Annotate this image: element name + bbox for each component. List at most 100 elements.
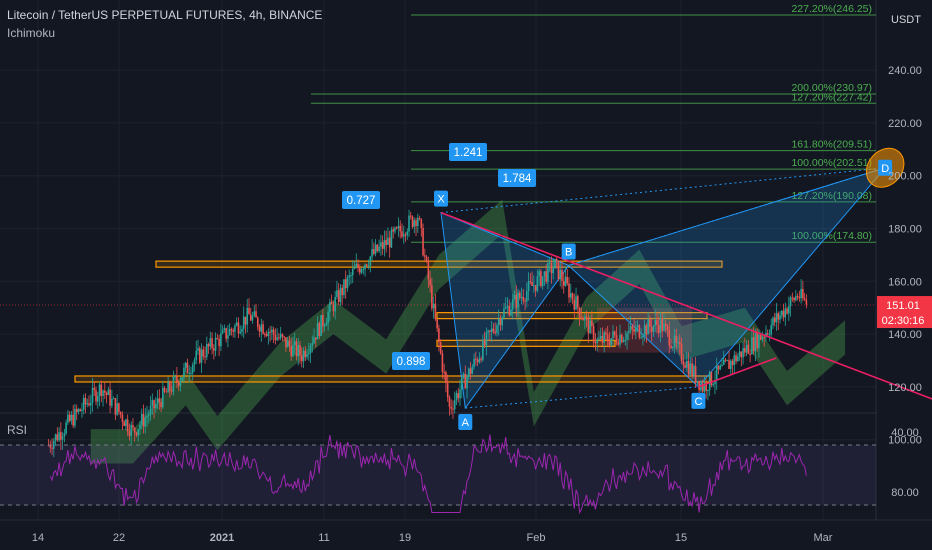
candle-body bbox=[424, 255, 426, 257]
candle-body bbox=[422, 227, 424, 256]
candle-body bbox=[102, 390, 104, 397]
candle-body bbox=[322, 315, 324, 327]
candle-body bbox=[557, 260, 560, 280]
candle-body bbox=[221, 330, 224, 334]
candle-body bbox=[425, 256, 428, 262]
candle-body bbox=[369, 256, 372, 266]
chart-title: Litecoin / TetherUS PERPETUAL FUTURES, 4… bbox=[7, 8, 323, 22]
candle-body bbox=[302, 350, 305, 362]
candle-body bbox=[413, 220, 416, 227]
candle-body bbox=[293, 341, 296, 345]
candle-body bbox=[177, 381, 180, 387]
candle-body bbox=[264, 333, 266, 335]
candle-body bbox=[258, 326, 261, 332]
candle-body bbox=[599, 335, 602, 339]
candle-body bbox=[668, 329, 671, 346]
candle-body bbox=[274, 334, 277, 340]
candle-body bbox=[522, 296, 525, 301]
candle-body bbox=[561, 270, 563, 281]
candle-body bbox=[777, 313, 780, 320]
candle-body bbox=[75, 408, 78, 413]
pattern-point-box bbox=[878, 159, 893, 176]
candle-body bbox=[566, 276, 569, 284]
candle-body bbox=[408, 215, 410, 232]
candle-body bbox=[297, 345, 300, 357]
currency-label: USDT bbox=[891, 14, 921, 26]
candle-body bbox=[394, 227, 396, 232]
fib-label: 127.20%(190.08) bbox=[791, 190, 872, 202]
candle-body bbox=[204, 356, 206, 358]
candle-body bbox=[107, 389, 110, 395]
candle-body bbox=[666, 325, 669, 330]
candle-body bbox=[327, 311, 329, 324]
candle-body bbox=[200, 349, 203, 363]
candle-body bbox=[490, 328, 493, 332]
candle-body bbox=[49, 445, 52, 448]
pattern-labels: X A B C D 0.727 0.898 1.241 1.784 bbox=[342, 143, 893, 431]
candle-body bbox=[207, 344, 210, 347]
candle-body bbox=[476, 359, 479, 363]
candle-body bbox=[206, 344, 208, 358]
pattern-point-label: X bbox=[437, 194, 445, 206]
current-price-tag bbox=[877, 296, 932, 329]
rsi-tick-label: 80.00 bbox=[891, 487, 919, 499]
candle-body bbox=[401, 231, 403, 237]
candle-body bbox=[705, 382, 707, 391]
candle-body bbox=[510, 309, 512, 316]
candle-body bbox=[503, 308, 505, 318]
candle-body bbox=[501, 317, 503, 326]
candle-body bbox=[798, 296, 801, 299]
candle-body bbox=[526, 291, 528, 302]
candle-body bbox=[218, 338, 220, 347]
candle-body bbox=[149, 405, 152, 415]
fib-label: 200.00%(230.97) bbox=[791, 82, 872, 94]
candle-body bbox=[228, 328, 231, 336]
candle-body bbox=[249, 314, 252, 321]
candle-body bbox=[543, 271, 546, 277]
candle-body bbox=[105, 392, 108, 395]
candle-body bbox=[650, 326, 653, 332]
ratio-label: 0.898 bbox=[397, 356, 426, 368]
candle-body bbox=[789, 297, 792, 307]
candle-body bbox=[635, 327, 637, 332]
time-tick-label: 2021 bbox=[210, 532, 234, 544]
candle-body bbox=[318, 323, 321, 336]
candle-body bbox=[605, 332, 607, 335]
candle-body bbox=[353, 267, 356, 269]
candle-body bbox=[729, 360, 732, 369]
trendlines bbox=[440, 211, 932, 400]
candle-body bbox=[636, 325, 639, 328]
candle-body bbox=[202, 349, 205, 357]
candle-body bbox=[768, 334, 771, 336]
candle-body bbox=[140, 414, 143, 425]
candle-body bbox=[409, 215, 412, 217]
candle-body bbox=[608, 341, 611, 346]
rsi-pane[interactable] bbox=[0, 434, 876, 515]
candle-body bbox=[395, 227, 398, 229]
candle-body bbox=[700, 383, 702, 391]
candle-body bbox=[580, 317, 583, 319]
candle-body bbox=[485, 332, 488, 346]
candle-body bbox=[72, 414, 74, 426]
candle-body bbox=[770, 325, 773, 335]
price-tick-label: 160.00 bbox=[888, 276, 922, 288]
candle-body bbox=[754, 332, 757, 352]
candle-body bbox=[355, 263, 358, 268]
fibonacci-levels: 227.20%(246.25) 200.00%(230.97)127.20%(22… bbox=[311, 3, 876, 243]
candle-body bbox=[299, 345, 301, 356]
candle-body bbox=[747, 344, 750, 354]
candle-body bbox=[482, 339, 484, 360]
candle-body bbox=[677, 342, 679, 344]
candle-body bbox=[721, 364, 723, 366]
fib-label: 161.80%(209.51) bbox=[791, 139, 872, 151]
candle-body bbox=[796, 296, 799, 298]
pattern-point-box bbox=[434, 190, 449, 207]
candle-body bbox=[592, 325, 595, 343]
candle-body bbox=[661, 318, 664, 331]
candle-body bbox=[657, 324, 660, 334]
pattern-point-box bbox=[691, 392, 706, 409]
candle-body bbox=[170, 390, 173, 392]
price-tick-label: 220.00 bbox=[888, 118, 922, 130]
candle-body bbox=[98, 384, 101, 397]
